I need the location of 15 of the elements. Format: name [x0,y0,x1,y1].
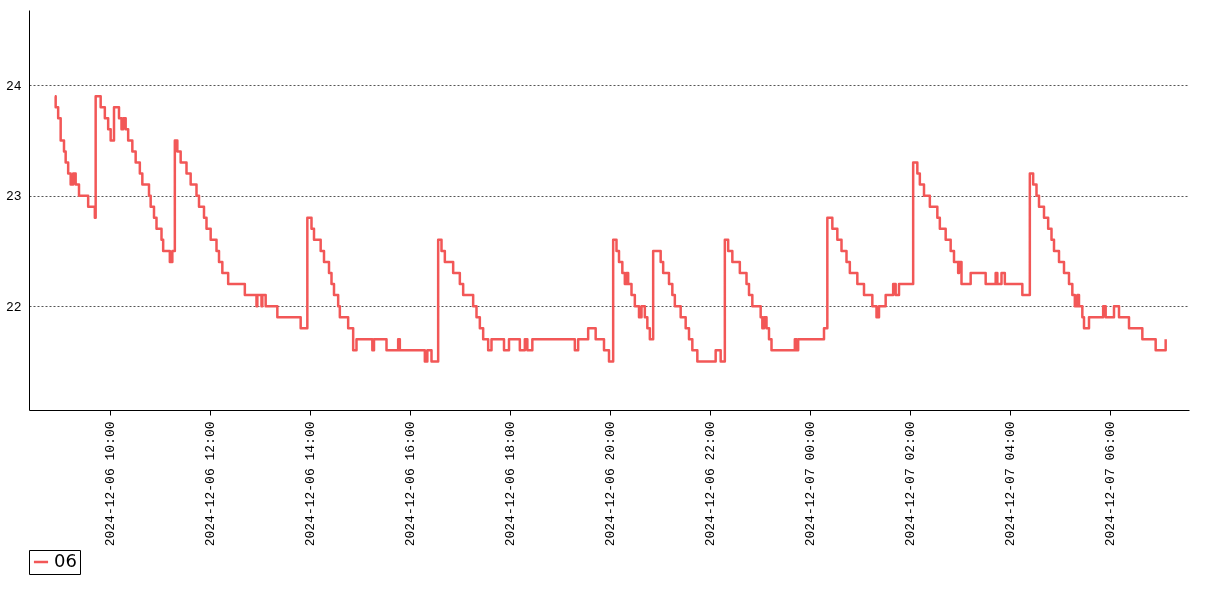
x-tick-label: 2024-12-06 20:00 [603,421,619,547]
y-tick-label: 22 [5,299,22,315]
y-tick-label: 23 [5,189,22,205]
x-tick-label: 2024-12-06 22:00 [703,421,719,547]
x-tick-label: 2024-12-07 02:00 [903,421,919,547]
x-tick-label: 2024-12-06 18:00 [503,421,519,547]
x-tick-label: 2024-12-06 16:00 [403,421,419,547]
y-tick-label: 24 [5,78,22,94]
x-tick-label: 2024-12-07 04:00 [1003,421,1019,547]
x-tick-label: 2024-12-07 00:00 [803,421,819,547]
x-tick-label: 2024-12-06 14:00 [303,421,319,547]
legend-label: 06 [54,550,77,571]
x-tick-label: 2024-12-06 10:00 [103,421,119,547]
x-tick-label: 2024-12-06 12:00 [203,421,219,547]
x-tick-label: 2024-12-07 06:00 [1103,421,1119,547]
